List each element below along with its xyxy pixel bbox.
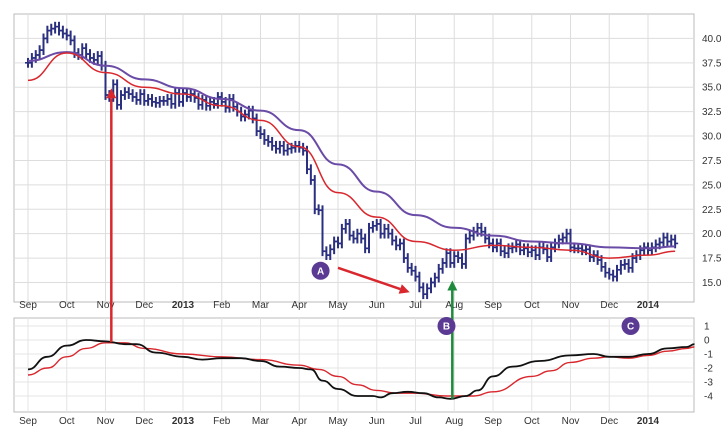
price-x-tick-label: Feb	[213, 300, 231, 311]
price-x-tick-label: 2014	[637, 300, 660, 311]
badge-c: C	[621, 317, 640, 335]
price-x-tick-label: Nov	[562, 300, 580, 311]
oscillator-x-tick-label: Dec	[600, 416, 618, 427]
price-x-tick-label: 2013	[172, 300, 195, 311]
price-x-tick-label: Jul	[409, 300, 422, 311]
oscillator-x-tick-label: Dec	[135, 416, 153, 427]
price-x-tick-label: Aug	[445, 300, 463, 311]
price-y-tick-label: 40.0	[702, 34, 721, 45]
price-y-tick-label: 15.0	[702, 278, 721, 289]
badge-circle	[621, 317, 640, 335]
oscillator-x-tick-label: Apr	[291, 416, 307, 427]
oscillator-x-tick-label: Sep	[484, 416, 502, 427]
badge-label: B	[443, 322, 450, 333]
price-x-tick-label: May	[329, 300, 348, 311]
oscillator-x-tick-label: Oct	[524, 416, 540, 427]
oscillator-x-tick-label: Jun	[369, 416, 385, 427]
oscillator-y-tick-label: -3	[704, 378, 713, 389]
price-y-tick-label: 25.0	[702, 180, 721, 191]
oscillator-x-tick-label: Mar	[252, 416, 270, 427]
oscillator-x-tick-label: Aug	[445, 416, 463, 427]
price-y-tick-label: 37.5	[702, 58, 721, 69]
oscillator-x-tick-label: Feb	[213, 416, 231, 427]
price-x-tick-label: Oct	[524, 300, 540, 311]
arrow-head	[398, 284, 410, 294]
green-vertical-arrow	[447, 280, 458, 399]
price-y-tick-label: 35.0	[702, 83, 721, 94]
price-x-tick-label: Dec	[135, 300, 153, 311]
moving-average-slow	[27, 51, 676, 250]
badge-label: A	[317, 266, 324, 277]
badge-label: C	[627, 322, 634, 333]
red-vertical-arrow	[106, 88, 117, 343]
oscillator-x-tick-label: Jul	[409, 416, 422, 427]
price-y-tick-label: 30.0	[702, 132, 721, 143]
oscillator-x-tick-label: 2013	[172, 416, 195, 427]
price-plot-frame	[13, 13, 695, 303]
price-y-tick-label: 22.5	[702, 205, 721, 216]
oscillator-main-line	[27, 339, 695, 400]
badge-circle	[311, 261, 330, 280]
price-x-tick-label: Jun	[369, 300, 385, 311]
price-x-tick-label: Sep	[484, 300, 502, 311]
oscillator-plot-frame	[13, 317, 695, 413]
price-x-tick-label: Nov	[97, 300, 115, 311]
oscillator-x-tick-label: Sep	[19, 416, 37, 427]
arrow-head	[106, 88, 117, 99]
price-y-tick-label: 32.5	[702, 107, 721, 118]
red-trend-arrow	[337, 266, 410, 294]
annotation-overlay: A B C	[106, 88, 640, 399]
price-panel: 40.0 37.5 35.0 32.5 30.0 27.5 25.0 22.5 20.0 17.5…	[13, 13, 721, 311]
arrow-shaft	[337, 266, 401, 291]
price-x-tick-label: Sep	[19, 300, 37, 311]
price-y-tick-label: 20.0	[702, 229, 721, 240]
price-x-tick-label: Mar	[252, 300, 270, 311]
oscillator-x-tick-label: Oct	[59, 416, 75, 427]
price-x-tick-label: Apr	[291, 300, 307, 311]
oscillator-panel: 1 0 -1 -2 -3 -4 Sep Oct Nov Dec 2013 Feb Mar Apr May Ju…	[13, 317, 713, 427]
price-x-tick-label: Oct	[59, 300, 75, 311]
badge-a: A	[311, 261, 330, 280]
badge-circle	[437, 317, 456, 335]
oscillator-x-tick-label: 2014	[637, 416, 660, 427]
oscillator-y-tick-label: 1	[704, 322, 710, 333]
oscillator-x-tick-label: Nov	[97, 416, 115, 427]
oscillator-x-tick-label: May	[329, 416, 348, 427]
price-y-tick-label: 17.5	[702, 254, 721, 265]
oscillator-y-tick-label: -4	[704, 392, 713, 403]
oscillator-y-tick-label: -1	[704, 350, 713, 361]
oscillator-y-tick-label: -2	[704, 364, 713, 375]
price-x-tick-label: Dec	[600, 300, 618, 311]
moving-average-fast	[27, 52, 676, 259]
arrow-head	[447, 280, 458, 291]
oscillator-x-tick-label: Nov	[562, 416, 580, 427]
oscillator-y-tick-label: 0	[704, 336, 710, 347]
price-y-tick-label: 27.5	[702, 156, 721, 167]
badge-b: B	[437, 317, 456, 335]
